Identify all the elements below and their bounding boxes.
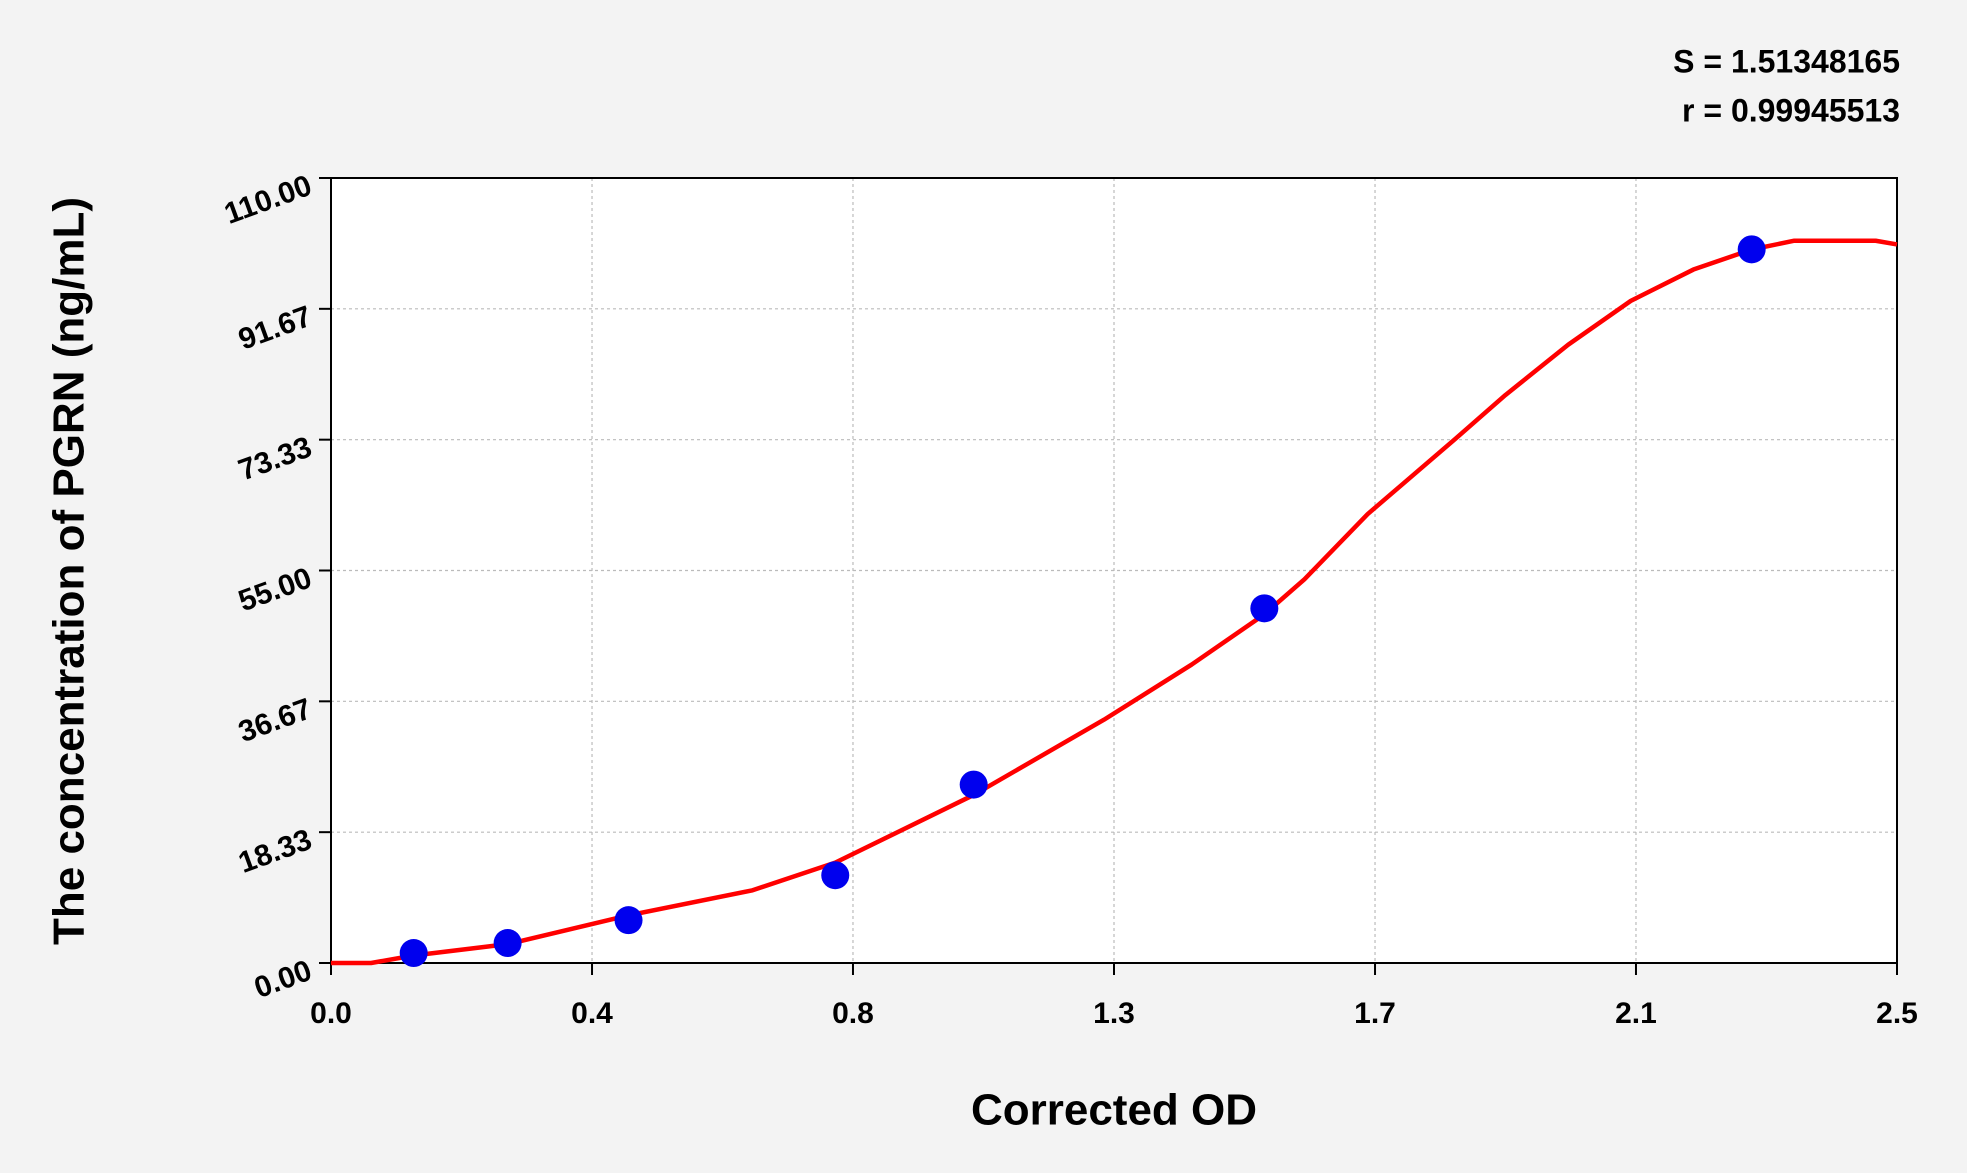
x-tick-label: 0.0 [310, 997, 352, 1030]
annotation: r = 0.99945513 [1682, 92, 1900, 128]
fit-curve [331, 238, 1898, 966]
y-tick-label: 110.00 [220, 169, 316, 231]
y-tick-label: 73.33 [234, 431, 316, 488]
y-tick-label: 55.00 [234, 562, 316, 619]
x-tick-label: 2.5 [1876, 997, 1918, 1030]
y-tick-label: 91.67 [234, 300, 316, 357]
x-tick-label: 2.1 [1615, 997, 1657, 1030]
x-tick-label: 0.8 [832, 997, 874, 1030]
x-tick-label: 1.7 [1354, 997, 1396, 1030]
y-axis-label: The concentration of PGRN (ng/mL) [45, 197, 94, 945]
y-tick-label: 36.67 [234, 692, 316, 749]
data-point [821, 861, 850, 890]
x-tick-label: 1.3 [1093, 997, 1135, 1030]
y-tick-label: 18.33 [234, 823, 316, 880]
data-point [614, 906, 643, 935]
data-point [399, 939, 428, 968]
x-axis-label: Corrected OD [971, 1086, 1257, 1135]
data-point [959, 770, 988, 799]
x-tick-label: 0.4 [571, 997, 613, 1030]
y-tick-label: 0.00 [250, 954, 316, 1005]
data-point [493, 929, 522, 958]
data-point [1250, 594, 1279, 623]
plot-frame [330, 177, 1898, 964]
annotation: S = 1.51348165 [1673, 43, 1900, 79]
data-point [1737, 235, 1766, 264]
